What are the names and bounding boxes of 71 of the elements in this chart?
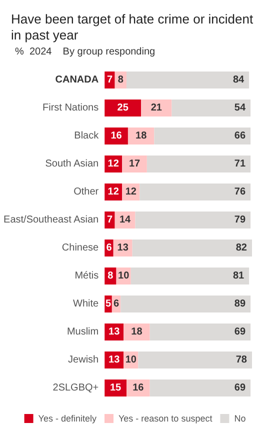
data-label: 79 — [234, 214, 246, 226]
data-label: 10 — [125, 354, 137, 366]
bar — [150, 380, 251, 396]
data-label: 69 — [234, 382, 246, 394]
y-tick-label: East/Southeast Asian — [4, 214, 99, 226]
y-tick-label: 2SLGBQ+ — [52, 382, 99, 394]
data-label: 5 — [105, 298, 112, 310]
y-tick-label: White — [73, 298, 100, 310]
bar — [135, 212, 251, 228]
y-tick-label: First Nations — [42, 102, 99, 114]
data-label: 7 — [106, 74, 113, 86]
bar — [140, 184, 251, 200]
data-label: 7 — [106, 214, 113, 226]
y-tick-label: Métis — [74, 270, 99, 282]
bar — [132, 240, 252, 256]
bar — [104, 212, 115, 228]
data-label: 18 — [136, 130, 148, 142]
bar — [138, 352, 252, 368]
bar — [124, 324, 150, 340]
data-label: 76 — [234, 186, 246, 198]
data-label: 13 — [108, 326, 120, 338]
data-label: 12 — [108, 186, 120, 198]
data-label: 13 — [108, 354, 120, 366]
data-label: 16 — [132, 382, 144, 394]
bar — [122, 156, 147, 172]
bar — [104, 100, 142, 116]
chart-title: Have been target of hate crime or incident in past year — [11, 12, 257, 42]
data-label: 89 — [234, 298, 246, 310]
bar — [172, 100, 251, 116]
y-tick-label: Muslim — [66, 326, 99, 338]
chart-subtitle: % 2024 By group responding — [15, 46, 156, 58]
bar — [120, 296, 251, 312]
data-label: 15 — [110, 382, 122, 394]
data-label: 82 — [236, 242, 248, 254]
bar — [126, 72, 250, 88]
data-label: 84 — [232, 74, 245, 86]
data-label: 18 — [131, 326, 143, 338]
data-label: 81 — [232, 270, 245, 282]
data-label: 54 — [234, 102, 246, 114]
bar — [104, 72, 115, 88]
data-label: 6 — [106, 242, 112, 254]
data-label: 69 — [234, 326, 246, 338]
data-label: 25 — [117, 102, 129, 114]
legend-label: Yes - definitely — [38, 414, 97, 424]
data-label: 6 — [114, 298, 120, 310]
data-label: 10 — [118, 270, 130, 282]
y-tick-label: Other — [74, 186, 100, 198]
data-label: 71 — [234, 158, 246, 170]
y-tick-label: Jewish — [68, 354, 99, 366]
data-label: 16 — [110, 130, 122, 142]
data-label: 13 — [117, 242, 129, 254]
y-tick-label: CANADA — [55, 74, 99, 86]
y-tick-label: Black — [74, 130, 100, 142]
data-label: 78 — [236, 354, 248, 366]
y-tick-label: Chinese — [62, 242, 100, 254]
data-label: 17 — [128, 158, 141, 170]
data-label: 8 — [118, 74, 124, 86]
data-label: 14 — [119, 214, 132, 226]
y-tick-label: South Asian — [45, 158, 99, 170]
bar — [141, 100, 172, 116]
data-label: 21 — [150, 102, 162, 114]
data-label: 8 — [108, 270, 114, 282]
data-label: 12 — [125, 186, 137, 198]
data-label: 66 — [234, 130, 246, 142]
data-label: 12 — [108, 158, 120, 170]
legend-label: Yes - reason to suspect — [118, 414, 213, 424]
bar — [146, 156, 251, 172]
bar — [130, 268, 250, 284]
bar — [150, 324, 251, 340]
bar — [154, 128, 251, 144]
legend-label: No — [234, 414, 246, 424]
